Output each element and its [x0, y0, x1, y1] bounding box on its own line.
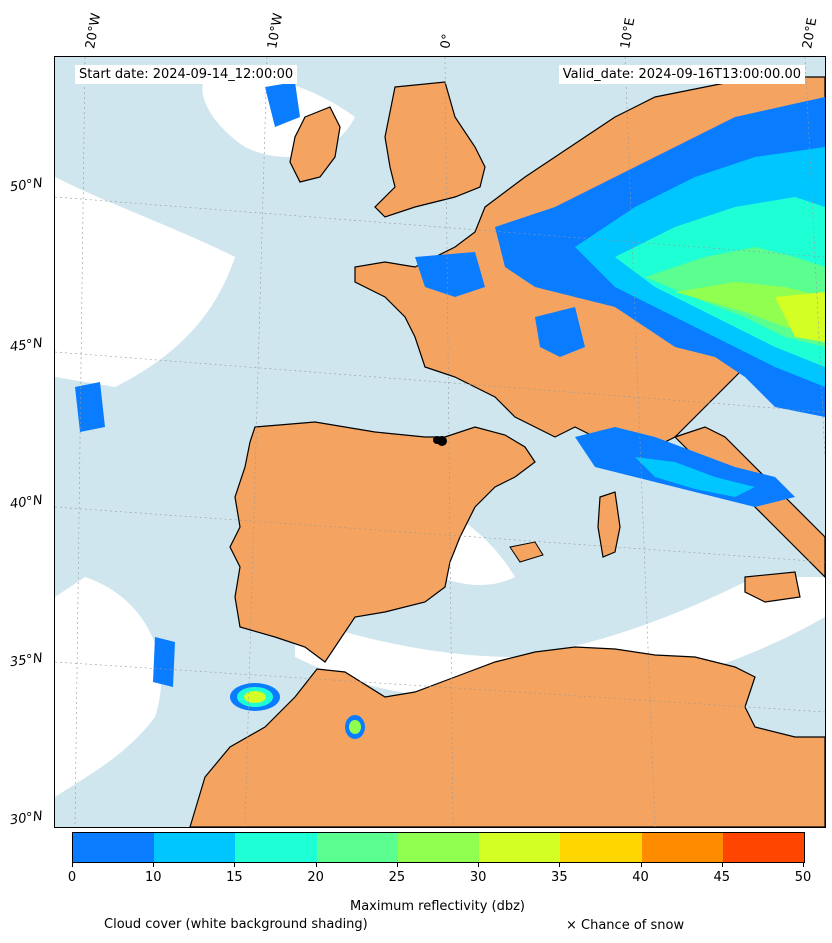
colorbar-tick-label: 45	[713, 870, 731, 885]
land-sardinia	[597, 491, 621, 558]
colorbar-tick	[153, 862, 155, 867]
colorbar-tick-label: 40	[632, 870, 649, 885]
graticule	[55, 57, 825, 827]
lon-label: 20°E	[800, 16, 821, 51]
reflectivity-colorbar	[72, 832, 805, 863]
colorbar-tick-label: 15	[226, 870, 243, 885]
land-sicily	[744, 571, 801, 603]
colorbar-segment	[154, 833, 236, 862]
colorbar-tick	[803, 862, 804, 867]
colorbar-segment	[73, 833, 155, 862]
colorbar-segment	[235, 833, 317, 862]
colorbar-segment	[397, 833, 480, 862]
cloud-cover-note: Cloud cover (white background shading)	[104, 917, 368, 932]
colorbar-tick	[559, 862, 561, 867]
colorbar-tick-label: 30	[469, 870, 487, 885]
colorbar-tick-label: 50	[794, 870, 812, 885]
radar-echoes	[75, 82, 825, 739]
clear-sky-area	[55, 177, 235, 387]
land-iberia	[229, 421, 536, 663]
snow-legend: × Chance of snow	[566, 918, 685, 933]
colorbar-tick	[315, 862, 317, 867]
map-canvas	[55, 57, 825, 827]
colorbar-tick-label: 0	[67, 870, 77, 885]
valid-date-label: Valid_date: 2024-09-16T13:00:00.00	[558, 65, 805, 84]
colorbar-tick	[72, 862, 73, 867]
colorbar-segment	[560, 833, 642, 862]
lat-label: 40°N	[9, 492, 44, 513]
lon-label: 10°E	[618, 16, 639, 51]
colorbar-title: Maximum reflectivity (dbz)	[350, 899, 525, 914]
colorbar-tick	[640, 862, 642, 867]
lat-label: 45°N	[9, 335, 44, 356]
colorbar-tick-label: 20	[307, 870, 324, 885]
lat-label: 50°N	[9, 175, 44, 196]
colorbar-tick-label: 25	[388, 870, 406, 885]
colorbar-segment	[479, 833, 561, 862]
colorbar-tick	[478, 862, 480, 867]
colorbar-segment	[316, 833, 398, 862]
land-balearic	[509, 541, 544, 563]
land-britain	[374, 81, 486, 218]
colorbar-tick-label: 35	[551, 870, 568, 885]
colorbar-tick	[234, 862, 236, 867]
lon-label: 0°	[438, 32, 456, 50]
lon-label: 10°W	[265, 12, 287, 51]
land-north-africa	[189, 646, 825, 827]
colorbar-segment	[641, 833, 723, 862]
colorbar-segment	[722, 833, 804, 862]
weather-map: Start date: 2024-09-14_12:00:00 Valid_da…	[54, 56, 826, 828]
clear-sky-area	[55, 577, 162, 797]
lat-label: 35°N	[9, 650, 44, 671]
start-date-label: Start date: 2024-09-14_12:00:00	[75, 65, 298, 84]
colorbar-tick	[721, 862, 723, 867]
colorbar-tick	[396, 862, 398, 867]
colorbar-tick-label: 10	[144, 870, 162, 885]
land-ireland	[289, 106, 341, 183]
lat-label: 30°N	[9, 808, 44, 829]
lon-label: 20°W	[83, 12, 105, 51]
snow-marker	[433, 436, 441, 444]
